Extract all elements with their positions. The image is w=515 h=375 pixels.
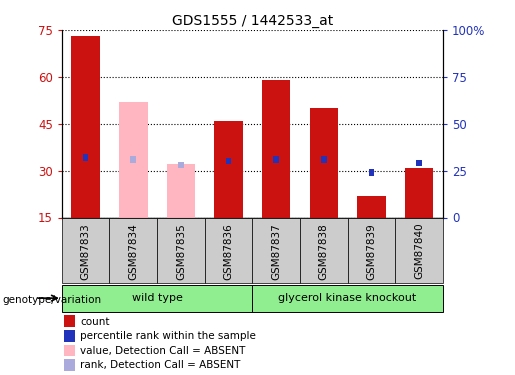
Bar [62,217,109,283]
Bar [348,217,395,283]
Bar [119,102,147,218]
Bar [416,160,422,166]
Text: GSM87834: GSM87834 [128,223,138,279]
Bar [62,285,252,312]
Text: GSM87837: GSM87837 [271,223,281,279]
Bar [64,330,75,342]
Bar [64,345,75,356]
Title: GDS1555 / 1442533_at: GDS1555 / 1442533_at [171,13,333,28]
Text: GSM87839: GSM87839 [367,223,376,279]
Bar [178,162,184,168]
Bar [214,121,243,218]
Text: glycerol kinase knockout: glycerol kinase knockout [279,292,417,303]
Bar [252,217,300,283]
Bar [321,156,327,162]
Bar [64,359,75,370]
Bar [71,36,100,218]
Bar [252,285,443,312]
Text: value, Detection Call = ABSENT: value, Detection Call = ABSENT [80,346,246,356]
Bar [357,196,386,217]
Text: wild type: wild type [132,292,182,303]
Bar [273,156,279,162]
Bar [300,217,348,283]
Bar [226,158,231,164]
Text: GSM87833: GSM87833 [81,223,91,279]
Bar [262,80,290,218]
Text: GSM87838: GSM87838 [319,223,329,279]
Text: percentile rank within the sample: percentile rank within the sample [80,332,256,341]
Bar [64,315,75,327]
Bar [109,217,157,283]
Text: rank, Detection Call = ABSENT: rank, Detection Call = ABSENT [80,360,241,370]
Text: GSM87840: GSM87840 [414,223,424,279]
Bar [166,164,195,218]
Bar [83,154,89,160]
Text: genotype/variation: genotype/variation [3,295,101,305]
Bar [405,168,433,217]
Bar [204,217,252,283]
Bar [310,108,338,218]
Text: GSM87835: GSM87835 [176,223,186,279]
Text: count: count [80,317,110,327]
Bar [395,217,443,283]
Bar [157,217,204,283]
Bar [130,156,136,162]
Bar [369,170,374,176]
Text: GSM87836: GSM87836 [224,223,233,279]
